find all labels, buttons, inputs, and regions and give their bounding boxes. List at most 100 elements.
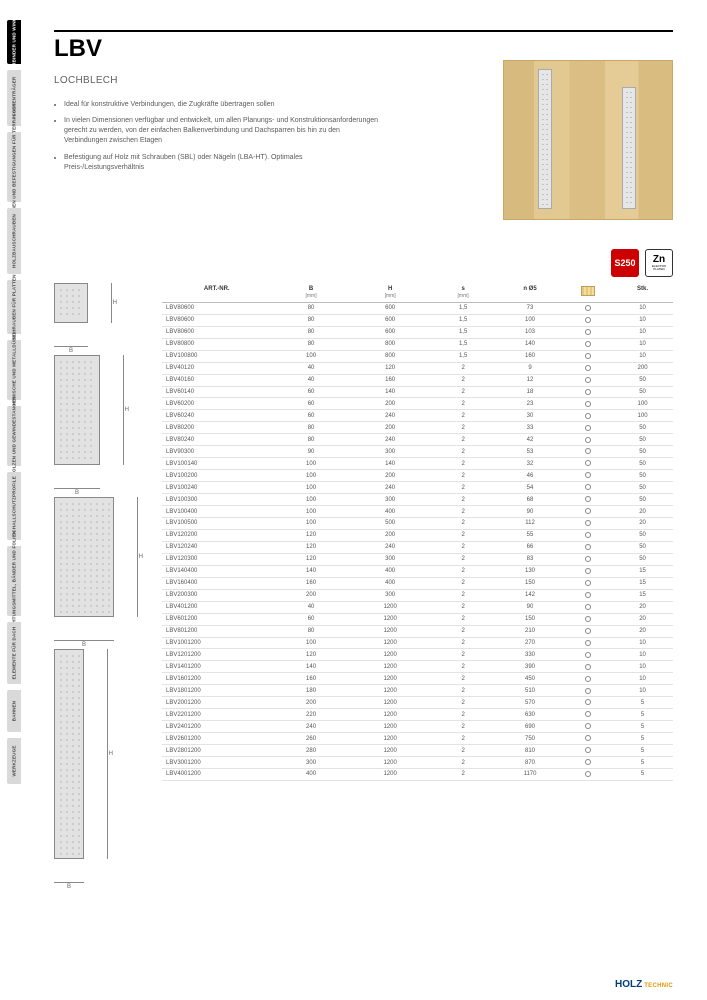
cell: 200 <box>351 529 430 541</box>
table-row: LBV16012001601200245010 <box>162 673 673 685</box>
cell: 80 <box>272 434 351 446</box>
side-tab-4[interactable]: SCHRAUBEN FÜR PLATTEN <box>7 280 21 334</box>
cell: 5 <box>612 769 673 781</box>
diam-icon <box>585 628 591 634</box>
cell: 100 <box>272 458 351 470</box>
table-row: LBV40120040120029020 <box>162 601 673 613</box>
side-tab-11[interactable]: WERKZEUGE <box>7 738 21 784</box>
cell: 2 <box>430 745 497 757</box>
cell: 160 <box>272 673 351 685</box>
cell: 2 <box>430 386 497 398</box>
diam-icon <box>585 556 591 562</box>
cell: 200 <box>351 398 430 410</box>
cell: 18 <box>497 386 564 398</box>
cell: LBV2401200 <box>162 721 272 733</box>
feature-item: In vielen Dimensionen verfügbar und entw… <box>64 116 384 146</box>
side-tab-2[interactable]: SCHRAUBEN UND BEFESTIGUNGEN FÜR TERRASSE… <box>7 132 21 202</box>
side-tab-label: BAHNEN <box>12 701 17 721</box>
cell: 1,5 <box>430 314 497 326</box>
diam-icon <box>585 604 591 610</box>
cell: 50 <box>612 541 673 553</box>
cell <box>563 422 612 434</box>
cell: 10 <box>612 673 673 685</box>
diam-icon <box>585 616 591 622</box>
cell: 450 <box>497 673 564 685</box>
cell <box>563 553 612 565</box>
diam-icon <box>585 317 591 323</box>
cell: 23 <box>497 398 564 410</box>
table-row: LBV6020060200223100 <box>162 398 673 410</box>
side-tab-5[interactable]: CHEMISCHE UND METALLDÜBEL <box>7 340 21 400</box>
cell: 120 <box>272 553 351 565</box>
col-4: n Ø5 <box>497 283 564 303</box>
cell: 160 <box>497 350 564 362</box>
diam-icon <box>585 759 591 765</box>
cell: 330 <box>497 649 564 661</box>
cell: 20 <box>612 625 673 637</box>
side-tab-label: SCHALLSCHUTZPROFILE <box>12 476 17 536</box>
cell <box>563 506 612 518</box>
badge-zn-small: ELECTRO PLATED <box>646 265 672 271</box>
cell: 5 <box>612 697 673 709</box>
cell: 20 <box>612 518 673 530</box>
table-head: ART.-NR.B[mm]H[mm]s[mm]n Ø5Stk. <box>162 283 673 303</box>
side-tab-7[interactable]: SCHALLSCHUTZPROFILE <box>7 472 21 540</box>
cell: 10 <box>612 314 673 326</box>
cell <box>563 757 612 769</box>
dim-h: H <box>130 497 138 617</box>
side-tab-3[interactable]: HOLZBAUSCHRAUBEN <box>7 208 21 274</box>
diam-icon <box>585 413 591 419</box>
page-title: LBV <box>54 35 673 63</box>
dim-b: B <box>54 875 84 883</box>
strap-left <box>538 69 552 209</box>
cell: 160 <box>272 577 351 589</box>
cell: LBV120300 <box>162 553 272 565</box>
cell: 2 <box>430 446 497 458</box>
diam-icon <box>585 425 591 431</box>
feature-item: Befestigung auf Holz mit Schrauben (SBL)… <box>64 153 384 173</box>
cell: 2 <box>430 362 497 374</box>
cell <box>563 398 612 410</box>
plate-shape <box>54 497 114 617</box>
cell: 10 <box>612 685 673 697</box>
cell: LBV801200 <box>162 625 272 637</box>
side-tab-9[interactable]: ELEMENTE FÜR DACH <box>7 622 21 684</box>
cell: 1200 <box>351 685 430 697</box>
cell: 1,5 <box>430 302 497 314</box>
cell: 10 <box>612 326 673 338</box>
cell: 630 <box>497 709 564 721</box>
diam-icon <box>585 640 591 646</box>
side-tab-0[interactable]: VERBINDER UND WINKEL <box>7 20 21 64</box>
badge-zn: Zn ELECTRO PLATED <box>645 249 673 277</box>
cell: 50 <box>612 446 673 458</box>
cell: LBV80600 <box>162 314 272 326</box>
spec-table: ART.-NR.B[mm]H[mm]s[mm]n Ø5Stk. LBV80600… <box>162 283 673 781</box>
cell <box>563 769 612 781</box>
diam-icon <box>585 305 591 311</box>
cell: 100 <box>272 494 351 506</box>
cell: LBV100400 <box>162 506 272 518</box>
cell: 100 <box>272 350 351 362</box>
cell: 33 <box>497 422 564 434</box>
table-row: LBV3001200300120028705 <box>162 757 673 769</box>
cell: 2 <box>430 601 497 613</box>
cell: 40 <box>272 362 351 374</box>
diam-icon <box>585 592 591 598</box>
col-5 <box>563 283 612 303</box>
cell: 140 <box>272 565 351 577</box>
table-row: LBV12020012020025550 <box>162 529 673 541</box>
diam-icon <box>585 365 591 371</box>
cell: 9 <box>497 362 564 374</box>
cell <box>563 589 612 601</box>
cell: 2 <box>430 733 497 745</box>
side-tab-8[interactable]: DICHTUNGSMITTEL, BÄNDER UND FOLIEN <box>7 546 21 616</box>
wood-icon <box>581 286 595 296</box>
table-row: LBV12024012024026650 <box>162 541 673 553</box>
cell: 100 <box>272 470 351 482</box>
side-tab-10[interactable]: BAHNEN <box>7 690 21 732</box>
cell: 5 <box>612 745 673 757</box>
table-row: LBV80600806001,510310 <box>162 326 673 338</box>
cell: 300 <box>351 494 430 506</box>
cell: 2 <box>430 721 497 733</box>
side-tab-6[interactable]: BOLZEN UND GEWINDESTANGEN <box>7 406 21 466</box>
